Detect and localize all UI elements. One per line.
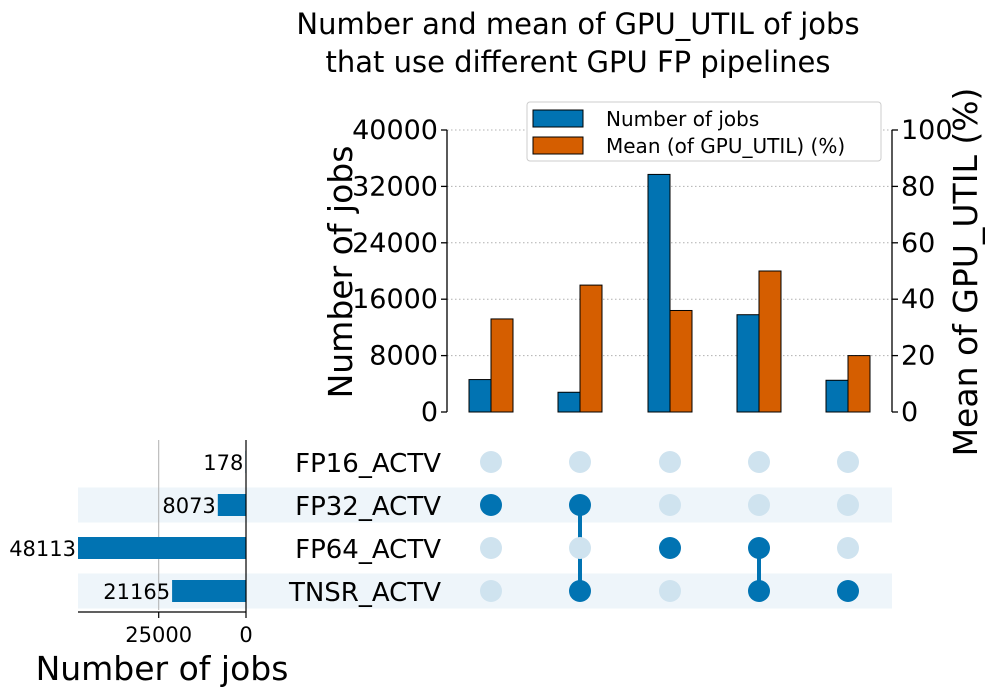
bar-jobs [736,314,760,413]
y-tick-label-right: 100 [901,115,953,146]
set-size-label: 48113 [9,537,76,561]
matrix-dot-inactive [569,451,591,473]
set-size-label: 178 [203,451,243,475]
intersection-bars [468,173,871,413]
set-axis-tick-label: 25000 [125,623,192,647]
matrix-dot-active [748,580,770,602]
set-name-label: FP16_ACTV [295,449,441,479]
set-size-axis-label: Number of jobs [36,649,289,688]
bar-mean-gpu-util [847,355,871,413]
legend-label-jobs: Number of jobs [606,107,759,131]
matrix-dot-inactive [569,537,591,559]
bar-jobs [557,391,581,413]
set-size-bars: 178 8073 48113 21165 25000 0 FP16_ACTV FP32_ACT… [9,440,441,647]
y-tick-label-right: 60 [901,228,935,259]
legend-frame [526,101,882,162]
legend: Number of jobs Mean (of GPU_UTIL) (%) [526,101,882,162]
intersection-matrix [480,451,859,602]
set-name-label: FP32_ACTV [295,492,441,522]
matrix-dot-active [837,580,859,602]
matrix-dot-inactive [480,451,502,473]
bar-mean-gpu-util [669,309,693,413]
matrix-dot-inactive [748,451,770,473]
y-tick-label-right: 40 [901,284,935,315]
y-tick-label-right: 0 [901,397,918,428]
matrix-dot-active [569,494,591,516]
set-size-bar [217,494,246,516]
tick-labels: 0 8000 16000 24000 32000 40000 0 20 40 60 80 100 [352,115,952,428]
set-size-bar [172,580,246,602]
chart-title-line-2: that use different GPU FP pipelines [326,45,831,79]
chart-title-line-1: Number and mean of GPU_UTIL of jobs [296,7,859,41]
bar-mean-gpu-util [579,284,603,413]
legend-swatch-mean [532,136,584,155]
y-tick-label-left: 40000 [352,115,438,146]
matrix-dot-inactive [748,494,770,516]
set-size-bar [78,537,246,559]
bar-mean-gpu-util [490,318,514,413]
matrix-dot-active [659,537,681,559]
bar-jobs [825,379,849,413]
legend-swatch-jobs [532,109,584,128]
matrix-dot-inactive [480,580,502,602]
set-size-label: 21165 [103,580,170,604]
y-tick-label-left: 16000 [352,284,438,315]
matrix-dot-inactive [659,451,681,473]
matrix-dot-inactive [837,451,859,473]
y-tick-label-left: 8000 [369,341,438,372]
y-tick-label-left: 24000 [352,228,438,259]
legend-label-mean: Mean (of GPU_UTIL) (%) [606,134,845,158]
axes [441,129,898,413]
matrix-dot-active [748,537,770,559]
matrix-dot-inactive [837,494,859,516]
y-tick-label-left: 0 [421,397,438,428]
y-axis-label-right: Mean of GPU_UTIL (%) [946,88,985,457]
bar-mean-gpu-util [758,270,782,413]
matrix-dot-inactive [480,537,502,559]
bar-jobs [468,379,492,413]
bar-jobs [647,173,671,413]
matrix-dot-active [569,580,591,602]
matrix-dot-active [480,494,502,516]
y-tick-label-left: 32000 [352,171,438,202]
set-name-label: FP64_ACTV [295,535,441,565]
y-axis-label-left: Number of jobs [321,146,360,399]
matrix-dot-inactive [659,494,681,516]
y-tick-label-right: 20 [901,341,935,372]
set-size-label: 8073 [162,494,215,518]
matrix-dot-inactive [659,580,681,602]
matrix-dot-inactive [837,537,859,559]
set-name-label: TNSR_ACTV [288,578,441,608]
y-tick-label-right: 80 [901,171,935,202]
set-axis-tick-label: 0 [239,623,252,647]
